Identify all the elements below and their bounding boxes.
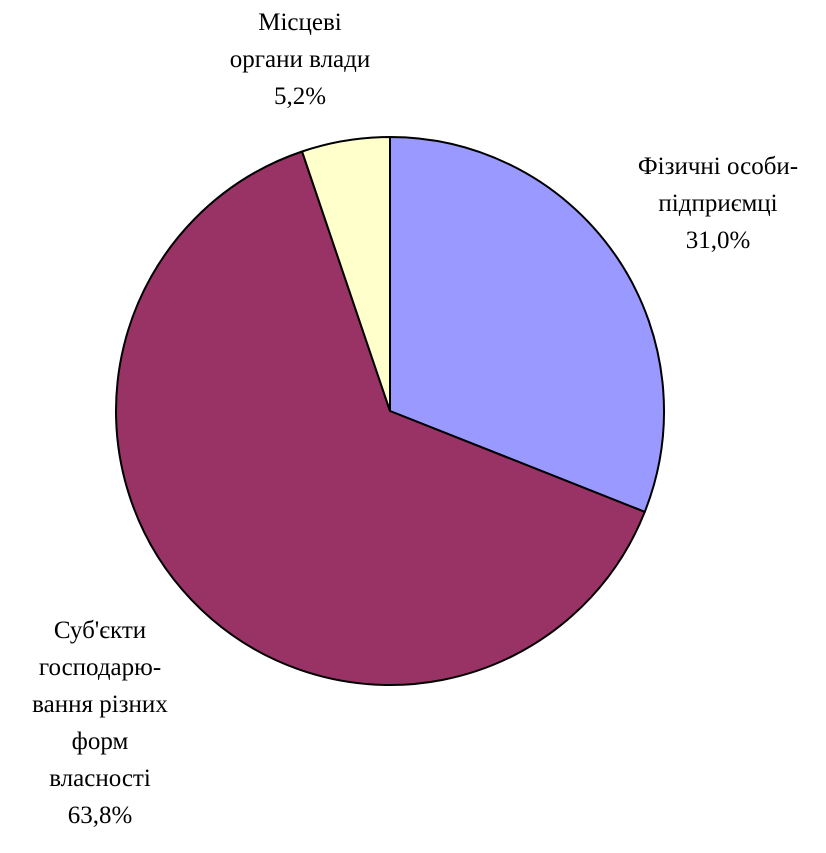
pie-slices <box>115 136 665 686</box>
slice-individual-entrepreneurs <box>389 136 665 513</box>
slice-local-authorities <box>301 136 391 412</box>
label-local-authorities: Місцеві органи влади 5,2% <box>229 9 371 110</box>
label-business-entities: Суб'єкти господарю- вання різних форм вл… <box>32 617 168 829</box>
slice-business-entities <box>115 150 646 686</box>
label-individual-entrepreneurs: Фізичні особи- підприємці 31,0% <box>637 153 799 254</box>
